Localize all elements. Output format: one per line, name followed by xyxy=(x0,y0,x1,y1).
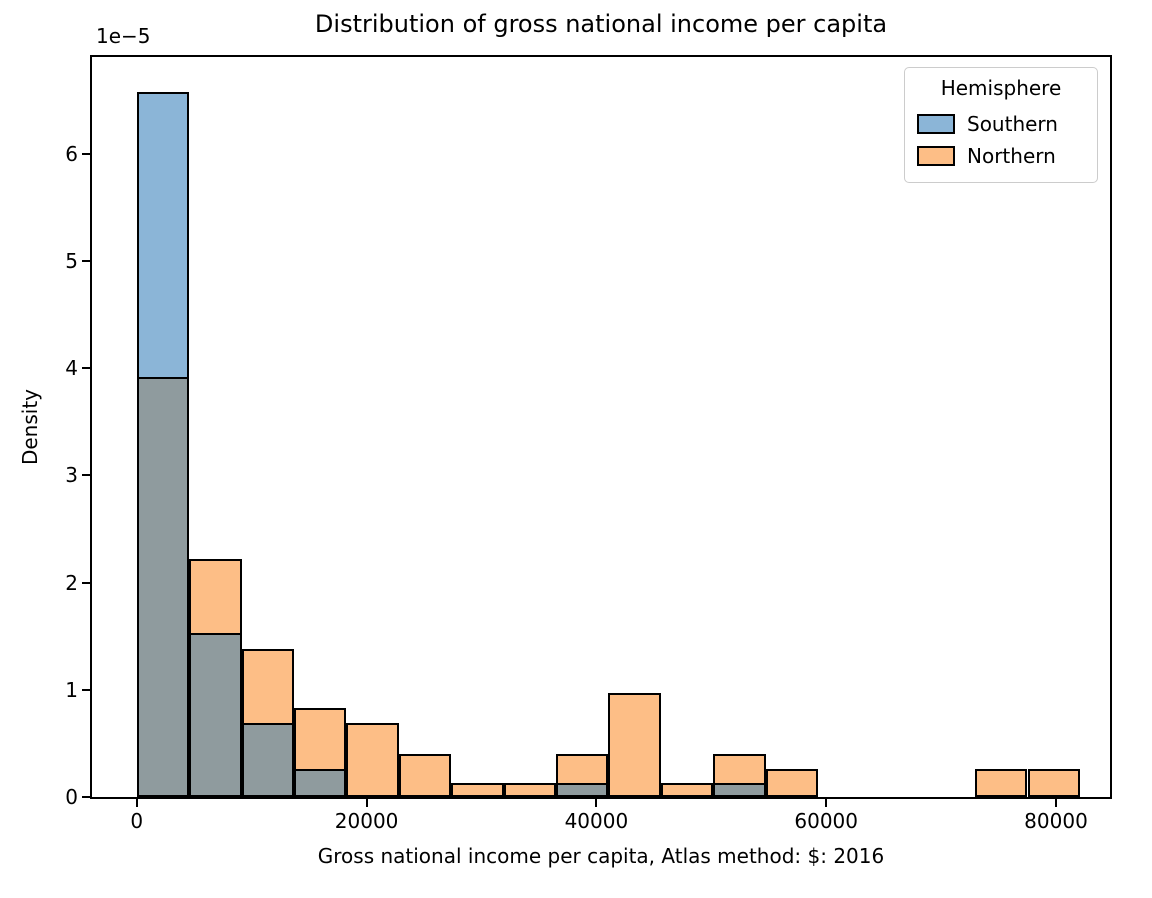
bar-northern-bin5 xyxy=(398,754,452,797)
bar-northern-bin9 xyxy=(608,692,661,797)
chart-title: Distribution of gross national income pe… xyxy=(314,10,888,38)
y-tick-label-3: 3 xyxy=(65,463,78,488)
y-tick-label-5: 5 xyxy=(65,248,78,273)
bar-overlap-bin11 xyxy=(713,783,766,797)
x-tick-mark-80000 xyxy=(1054,799,1057,807)
x-tick-mark-0 xyxy=(135,799,138,807)
y-axis-label: Density xyxy=(18,388,42,466)
bar-northern-bin17 xyxy=(1027,769,1080,797)
y-tick-mark-3 xyxy=(82,474,90,477)
legend-entry-label: Southern xyxy=(967,112,1058,136)
plot-inner xyxy=(92,57,1110,797)
bar-overlap-bin0 xyxy=(136,376,190,797)
bar-northern-bin10 xyxy=(660,783,714,797)
bar-northern-bin4 xyxy=(346,723,399,797)
y-tick-label-4: 4 xyxy=(65,356,78,380)
bar-overlap-bin8 xyxy=(555,783,609,797)
bar-overlap-bin1 xyxy=(189,632,242,797)
y-tick-label-2: 2 xyxy=(65,570,78,595)
y-tick-mark-6 xyxy=(82,152,90,155)
y-axis-offset-label: 1e−5 xyxy=(96,24,151,48)
legend-entry-northern: Northern xyxy=(915,140,1087,172)
bar-overlap-bin2 xyxy=(241,723,294,797)
y-tick-label-0: 0 xyxy=(65,785,78,809)
legend: Hemisphere Southern Northern xyxy=(904,67,1098,183)
bar-northern-bin16 xyxy=(975,769,1028,797)
legend-entry-southern: Southern xyxy=(915,108,1087,140)
bar-northern-bin7 xyxy=(503,783,556,797)
legend-entries: Southern Northern xyxy=(915,108,1087,172)
bar-overlap-bin3 xyxy=(293,769,347,797)
legend-patch-southern xyxy=(917,114,955,134)
y-tick-label-6: 6 xyxy=(65,141,78,166)
x-tick-mark-60000 xyxy=(825,799,828,807)
y-tick-mark-0 xyxy=(82,796,90,798)
x-tick-label-0: 0 xyxy=(130,809,144,833)
legend-entry-label: Northern xyxy=(967,144,1056,168)
x-tick-mark-20000 xyxy=(365,799,368,807)
y-tick-mark-1 xyxy=(82,688,90,691)
y-tick-mark-2 xyxy=(82,581,90,584)
x-tick-label-80000: 80000 xyxy=(1024,809,1088,833)
legend-patch-northern xyxy=(917,146,955,166)
legend-title: Hemisphere xyxy=(940,76,1062,100)
y-tick-mark-5 xyxy=(82,259,90,262)
y-tick-mark-4 xyxy=(82,367,90,369)
bar-northern-bin6 xyxy=(451,783,504,797)
x-tick-label-20000: 20000 xyxy=(334,809,399,833)
x-tick-mark-40000 xyxy=(595,799,598,807)
x-tick-label-40000: 40000 xyxy=(564,809,629,833)
x-axis-label: Gross national income per capita, Atlas … xyxy=(317,844,885,868)
y-tick-label-1: 1 xyxy=(65,677,78,702)
x-tick-label-60000: 60000 xyxy=(794,809,858,833)
bar-northern-bin12 xyxy=(765,769,818,797)
